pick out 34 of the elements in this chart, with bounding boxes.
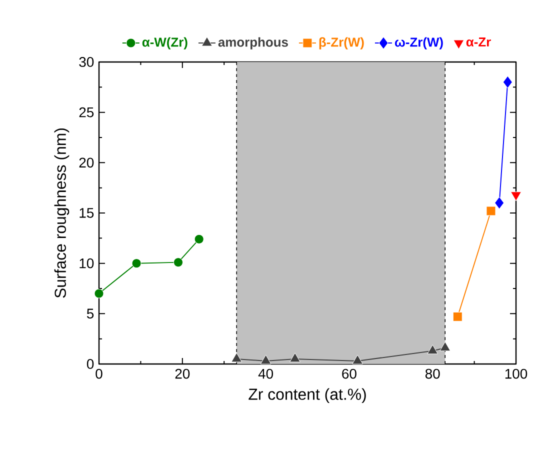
point bbox=[194, 234, 204, 244]
y-tick-label: 20 bbox=[79, 158, 94, 168]
y-axis-title: Surface roughness (nm) bbox=[54, 128, 70, 298]
point bbox=[290, 352, 300, 362]
x-axis-title: Zr content (at.%) bbox=[248, 388, 366, 404]
point bbox=[494, 196, 504, 210]
x-tick-label: 80 bbox=[425, 368, 440, 379]
point bbox=[510, 192, 522, 202]
y-tick-label: 15 bbox=[80, 208, 94, 218]
point bbox=[486, 206, 496, 216]
legend-label: α-Zr bbox=[466, 38, 491, 47]
x-tick-label: 100 bbox=[505, 368, 528, 379]
legend-label: β-Zr(W) bbox=[319, 37, 364, 50]
x-tick-label: 20 bbox=[175, 368, 190, 379]
legend-label: ω-Zr(W) bbox=[394, 37, 443, 50]
y-tick-label: 0 bbox=[86, 359, 94, 369]
x-tick-label: 40 bbox=[258, 368, 274, 379]
point bbox=[352, 354, 363, 364]
point bbox=[452, 312, 462, 322]
point bbox=[132, 258, 142, 268]
y-tick-label: 30 bbox=[79, 57, 94, 67]
point bbox=[231, 352, 242, 362]
point bbox=[173, 258, 183, 268]
legend-label: amorphous bbox=[218, 37, 288, 50]
y-tick-label: 10 bbox=[80, 258, 94, 268]
y-tick-label: 25 bbox=[79, 107, 94, 118]
x-tick-label: 0 bbox=[96, 368, 102, 379]
point bbox=[94, 288, 104, 298]
point bbox=[427, 344, 438, 354]
point bbox=[440, 342, 451, 352]
x-tick-label: 60 bbox=[342, 368, 356, 379]
legend-label: α-W(Zr) bbox=[142, 37, 188, 50]
y-tick-label: 5 bbox=[86, 308, 94, 319]
point bbox=[260, 354, 272, 364]
